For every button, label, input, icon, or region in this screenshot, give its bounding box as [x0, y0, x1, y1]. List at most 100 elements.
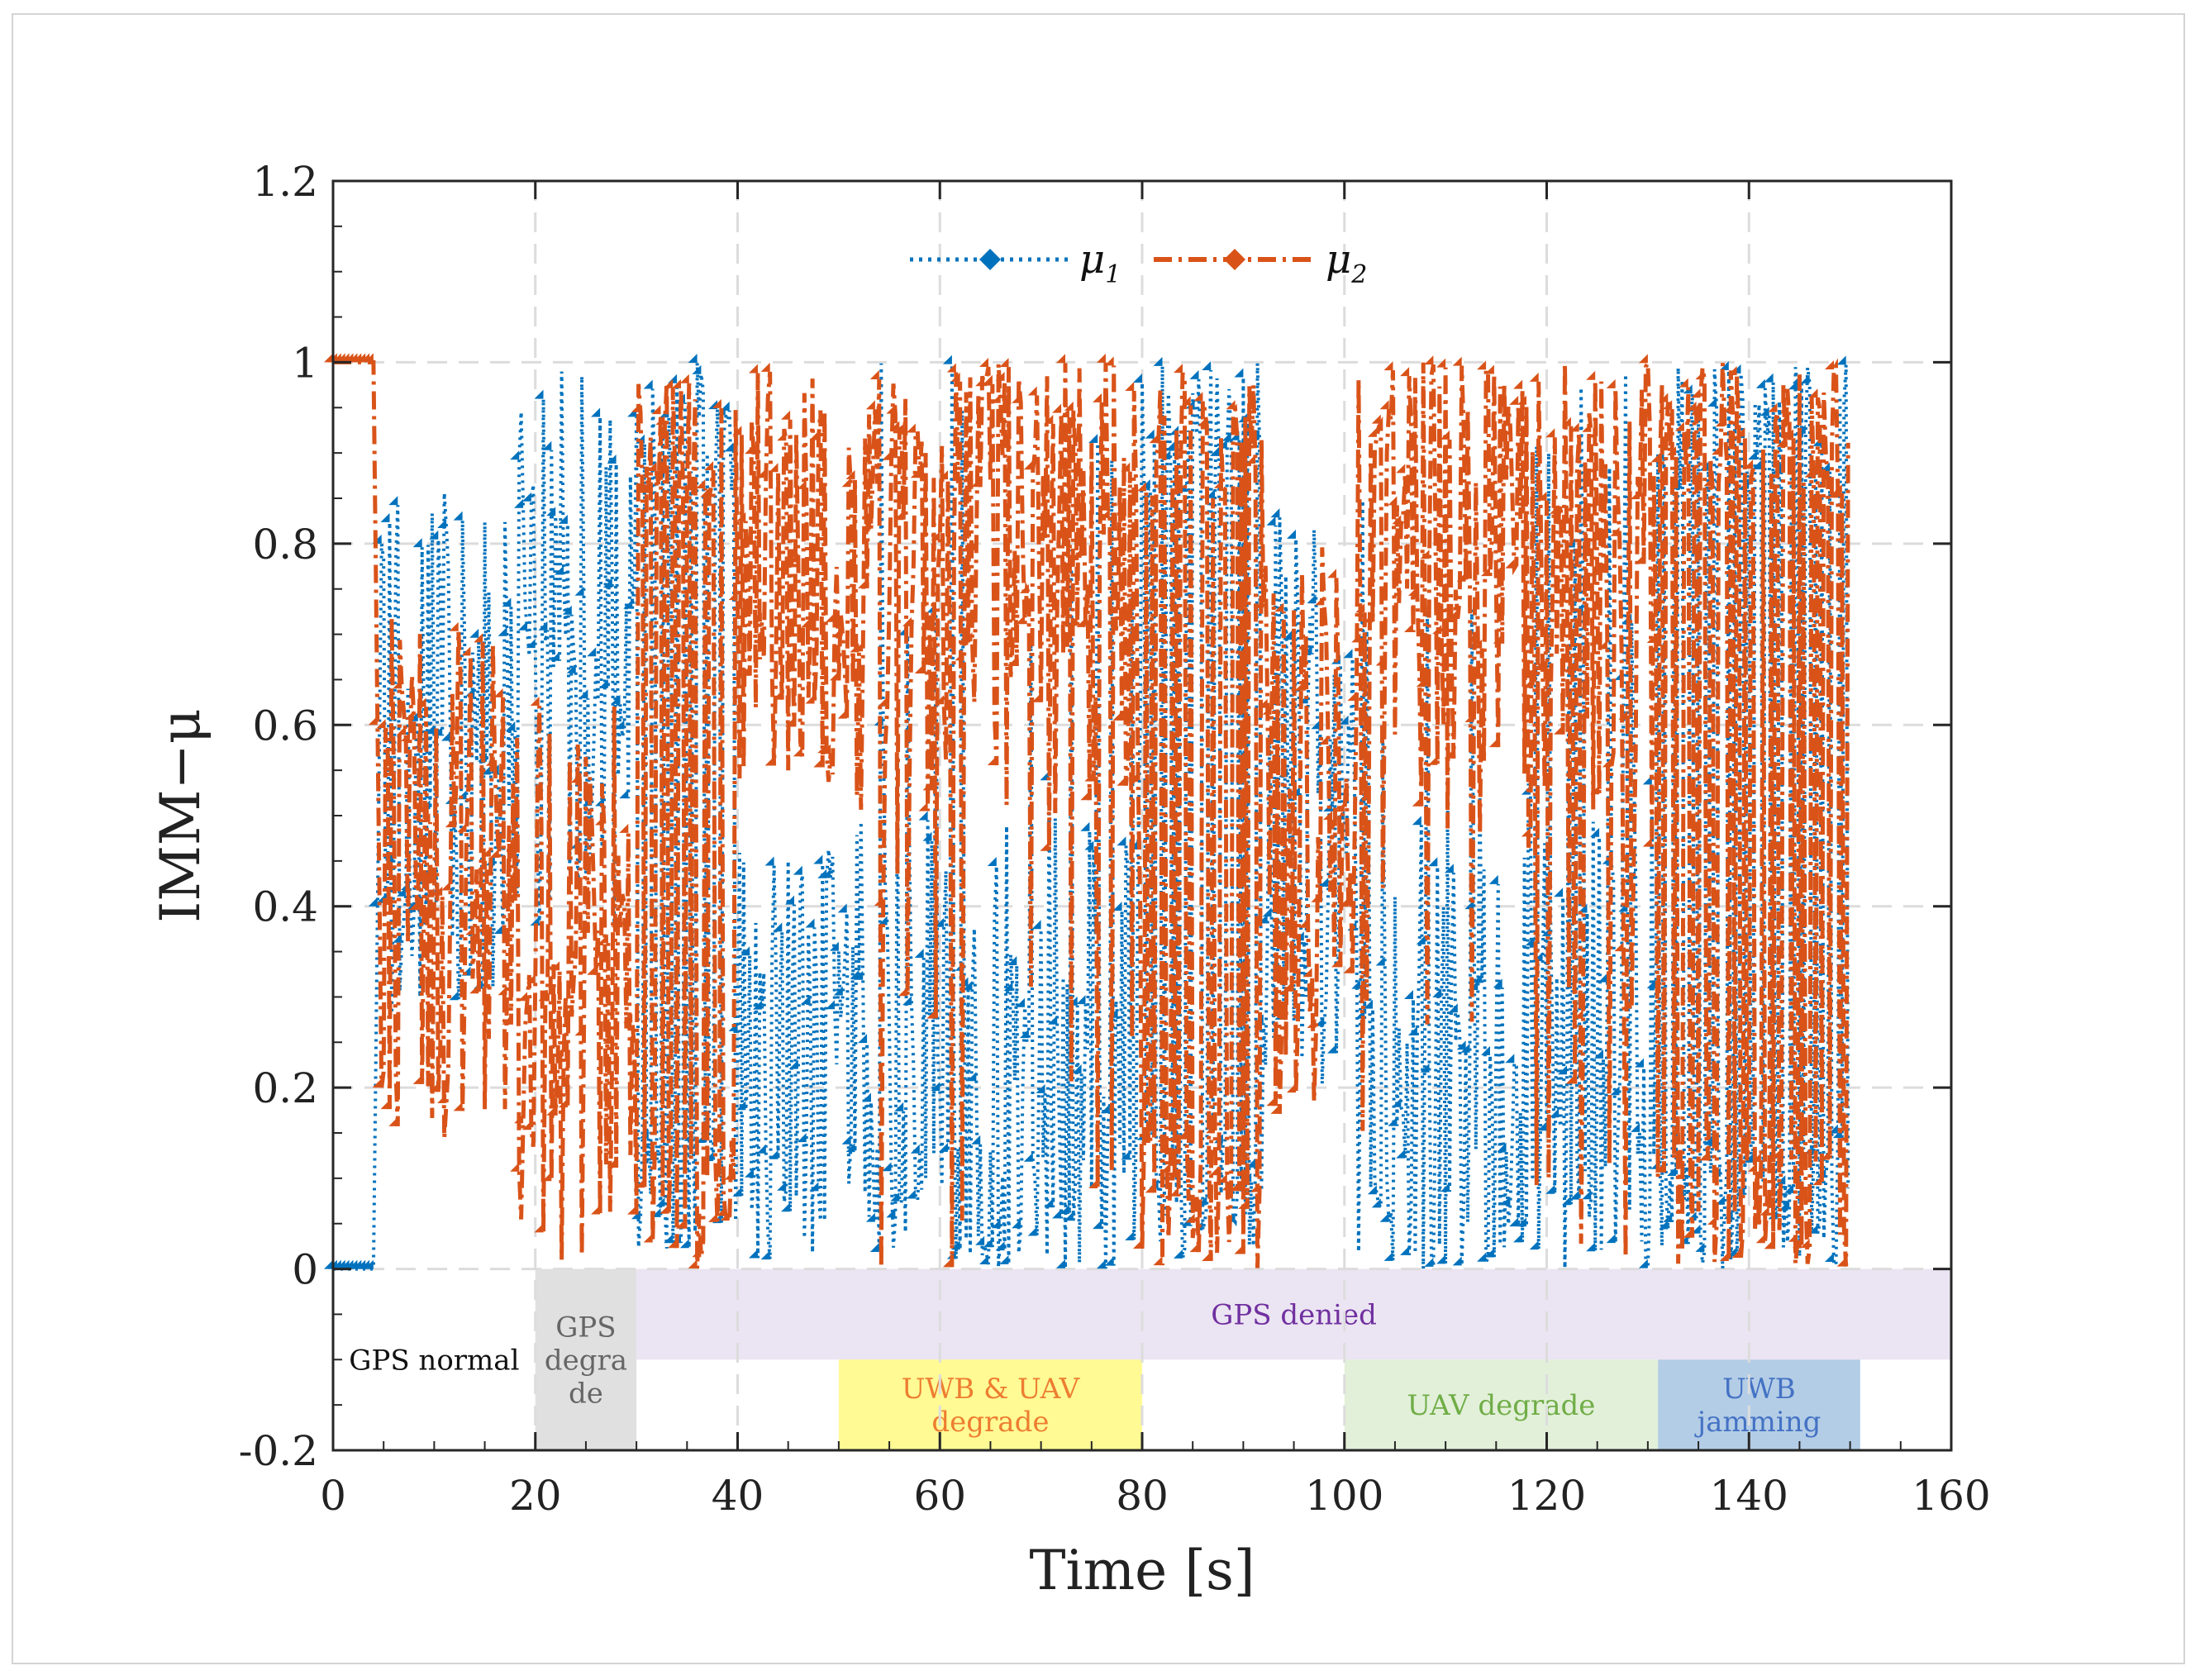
series-2-point — [959, 635, 969, 645]
series-1-point — [1117, 836, 1126, 846]
series-2-point — [890, 421, 900, 431]
series-1-point — [1133, 374, 1143, 383]
series-1-point — [773, 922, 783, 932]
series-2-point — [437, 1094, 447, 1104]
series-1-point — [429, 530, 439, 540]
series-2-point — [1375, 656, 1385, 666]
series-2-point — [1812, 1176, 1822, 1186]
series-1-point — [1364, 999, 1374, 1009]
series-2-point — [1541, 686, 1551, 696]
series-1-point — [1174, 1249, 1183, 1259]
series-1-point — [809, 1182, 819, 1192]
series-1-point — [1513, 1233, 1523, 1243]
series-2-point — [1574, 1009, 1583, 1019]
series-2-point — [1323, 811, 1333, 821]
series-2-point — [425, 888, 435, 897]
series-1-point — [785, 895, 795, 905]
series-2-point — [1064, 401, 1074, 411]
series-2-point — [1339, 897, 1349, 907]
series-1-point — [914, 949, 924, 959]
series-1-point — [788, 1059, 798, 1069]
series-1-point — [1488, 874, 1498, 884]
series-2-point — [708, 1212, 718, 1222]
series-2-point — [987, 756, 997, 766]
series-1-point — [602, 578, 612, 588]
series-2-point — [647, 462, 657, 472]
series-1-point — [1036, 1083, 1045, 1093]
series-2-point — [546, 1106, 556, 1116]
series-2-point — [449, 621, 459, 631]
region-label-line: UWB & UAV — [902, 1373, 1081, 1406]
series-2-point — [1347, 692, 1357, 702]
series-1-point — [1554, 888, 1564, 897]
series-2-point — [1307, 1018, 1317, 1028]
series-2-point — [1755, 1234, 1765, 1244]
series-2-point — [1780, 412, 1790, 422]
series-1-point — [1687, 1211, 1697, 1221]
series-2-point — [1460, 569, 1470, 579]
series-2-point — [651, 405, 661, 415]
region-uav-degrade — [1344, 1359, 1659, 1450]
series-2-point — [433, 886, 443, 896]
series-2-point — [939, 470, 949, 480]
series-2-point — [1646, 634, 1656, 644]
series-1-point — [655, 1197, 665, 1207]
series-1-point — [615, 720, 625, 730]
series-2-point — [1513, 379, 1523, 389]
series-2-point — [1311, 892, 1321, 902]
series-2-point — [1655, 1163, 1664, 1173]
series-1-point — [1428, 857, 1438, 867]
series-1-point — [1460, 1043, 1470, 1053]
series-1-point — [380, 512, 390, 522]
legend-mu2-label: μ2 — [1326, 236, 1367, 289]
series-2-point — [1319, 735, 1329, 745]
series-1-point — [518, 621, 528, 631]
series-1-point — [530, 916, 540, 926]
series-1-point — [983, 1238, 993, 1248]
series-1-point — [534, 389, 544, 399]
series-2-point — [574, 1026, 584, 1036]
series-2-point — [1234, 1245, 1244, 1254]
series-1-point — [364, 1259, 374, 1269]
series-2-point — [1129, 773, 1139, 783]
region-label-line: GPS — [555, 1311, 616, 1344]
series-2-point — [1505, 559, 1515, 569]
series-2-point — [1040, 841, 1050, 851]
series-1-point — [1093, 1220, 1102, 1230]
series-2-point — [1663, 400, 1673, 410]
series-1-point — [1327, 1044, 1337, 1054]
series-1-point — [821, 869, 831, 878]
series-2-point — [769, 463, 779, 473]
series-1-point — [740, 946, 750, 956]
series-2-point — [1177, 1130, 1187, 1140]
series-2-point — [635, 1178, 645, 1188]
series-2-point — [518, 992, 528, 1002]
series-1-point — [498, 626, 507, 636]
region-label-gps-degra-de: GPS degra de — [545, 1311, 627, 1410]
series-2-point — [1602, 758, 1612, 768]
series-2-point — [745, 445, 755, 455]
series-2-point — [845, 469, 855, 479]
series-1-point — [886, 1208, 896, 1218]
region-label-uwb-jamming: UWB jamming — [1694, 1373, 1821, 1439]
series-1-point — [1396, 1149, 1406, 1159]
series-1-point — [963, 980, 973, 990]
series-1-point — [979, 1255, 989, 1265]
y-tick-label: 0.2 — [252, 1064, 318, 1112]
series-1-point — [1432, 988, 1442, 997]
series-2-point — [1715, 417, 1725, 427]
series-2-point — [1817, 445, 1826, 455]
series-1-point — [388, 496, 398, 506]
series-2-point — [1112, 711, 1122, 721]
series-1-point — [724, 442, 734, 452]
series-2-point — [1792, 1239, 1802, 1249]
series-2-point — [696, 479, 706, 489]
series-2-point — [1096, 353, 1106, 363]
series-2-point — [627, 1205, 637, 1215]
series-2-point — [1383, 361, 1393, 371]
series-2-point — [935, 695, 945, 705]
series-2-point — [469, 984, 479, 994]
series-2-point — [1145, 1183, 1155, 1193]
series-2-point — [918, 802, 928, 811]
